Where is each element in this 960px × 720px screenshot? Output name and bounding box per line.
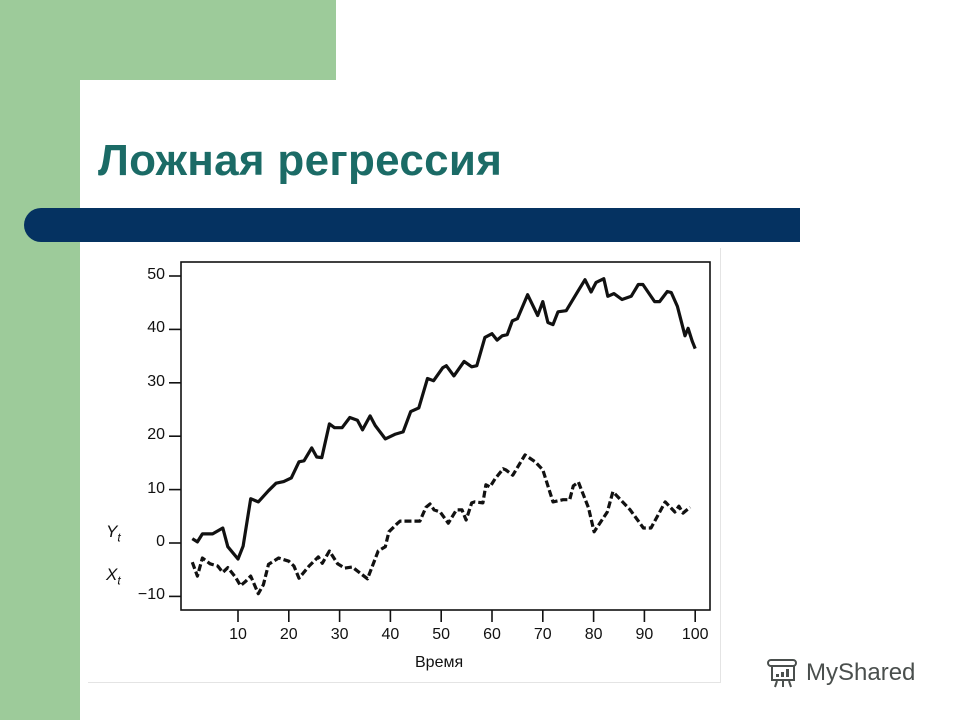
myshared-watermark: MyShared (766, 656, 915, 690)
x-tick-label: 90 (635, 626, 654, 643)
y-tick-label: −10 (137, 586, 165, 604)
title-underline-bar (24, 208, 800, 242)
series-label-yt: Yt (106, 522, 121, 545)
y-tick-label: 0 (156, 533, 165, 550)
chart-figure: Время Yt Xt 50 40 30 20 10 0 −10 10 20 30 40 50 60 70… (88, 248, 721, 683)
series-line-yt (191, 277, 697, 561)
x-tick-label: 30 (330, 626, 349, 643)
x-tick-label: 100 (681, 626, 709, 643)
x-tick-label: 10 (229, 626, 247, 643)
green-side-strip (0, 0, 80, 720)
series-line-xt (190, 453, 692, 596)
y-tick-label: 10 (147, 479, 165, 497)
x-tick-label: 70 (533, 626, 552, 643)
y-tick-label: 40 (147, 319, 165, 337)
series-label-xt: Xt (106, 565, 121, 588)
y-tick-label: 20 (147, 426, 165, 444)
slide-title: Ложная регрессия (98, 136, 503, 185)
presentation-board-icon (767, 659, 797, 688)
y-tick-label: 50 (147, 266, 165, 283)
y-tick-label: 30 (147, 372, 165, 390)
x-tick-label: 40 (381, 626, 400, 643)
plot-frame (180, 261, 711, 611)
x-axis-title: Время (415, 654, 464, 671)
x-tick-label: 50 (432, 626, 451, 643)
watermark-text: MyShared (806, 659, 916, 686)
x-tick-label: 80 (584, 626, 603, 643)
x-tick-label: 60 (483, 626, 501, 643)
x-tick-label: 20 (279, 626, 298, 643)
line-chart (169, 261, 711, 622)
green-top-block (0, 0, 336, 80)
